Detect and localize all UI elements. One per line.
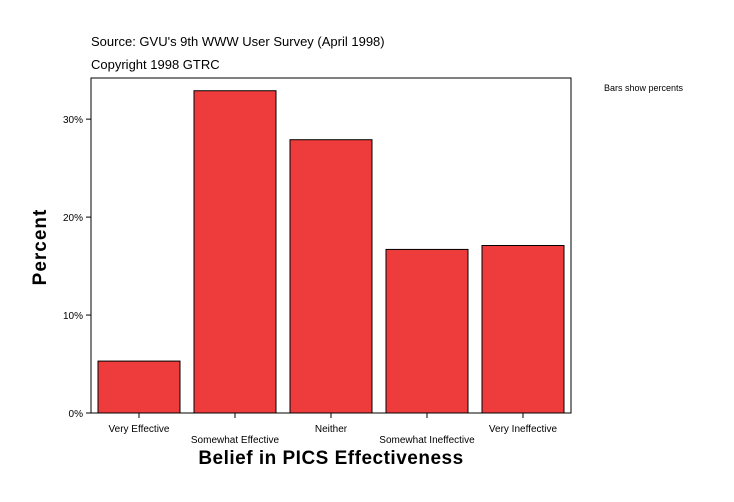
y-tick-label: 0% bbox=[69, 409, 84, 420]
x-tick-label: Very Effective bbox=[109, 424, 170, 435]
x-tick-label: Somewhat Effective bbox=[191, 435, 280, 446]
bar-very-ineffective bbox=[481, 245, 565, 414]
y-axis: 0% 10% 20% 30% bbox=[63, 115, 91, 420]
bar-neither bbox=[289, 139, 373, 414]
bars-note: Bars show percents bbox=[604, 83, 684, 93]
y-axis-label: Percent bbox=[30, 209, 51, 286]
bar-very-effective bbox=[97, 360, 181, 414]
bars bbox=[97, 90, 565, 414]
x-tick-label: Very Ineffective bbox=[489, 424, 558, 435]
chart-source: Source: GVU's 9th WWW User Survey (April… bbox=[91, 34, 385, 49]
y-tick-label: 10% bbox=[63, 311, 83, 322]
x-axis-label: Belief in PICS Effectiveness bbox=[198, 448, 463, 469]
y-tick-label: 30% bbox=[63, 115, 83, 126]
x-tick-label: Somewhat Ineffective bbox=[379, 435, 475, 446]
bar-somewhat-effective bbox=[193, 90, 277, 414]
x-tick-label: Neither bbox=[315, 424, 348, 435]
chart-copyright: Copyright 1998 GTRC bbox=[91, 57, 220, 72]
x-axis: Very Effective Somewhat Effective Neither S… bbox=[109, 413, 558, 446]
y-tick-label: 20% bbox=[63, 213, 83, 224]
bar-somewhat-ineffective bbox=[385, 248, 469, 414]
